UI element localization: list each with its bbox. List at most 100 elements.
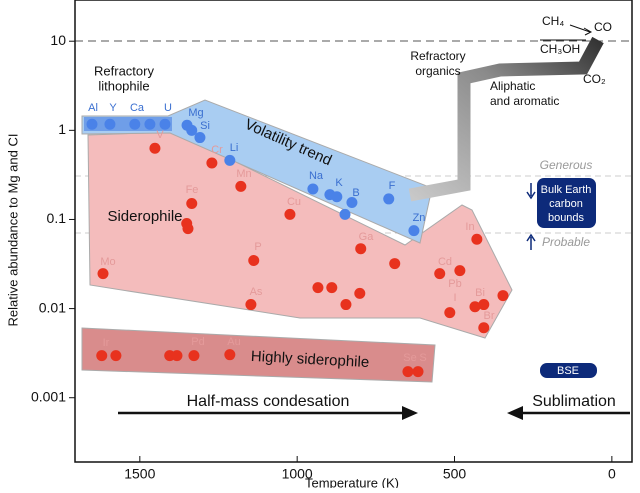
carbon-path: [408, 36, 604, 202]
element-label: As: [250, 286, 263, 298]
point: [307, 183, 319, 195]
annotation: carbon: [549, 198, 583, 210]
element-label: B: [352, 187, 359, 199]
element-label: Se: [403, 352, 416, 364]
point: [224, 154, 236, 166]
point: [110, 350, 122, 362]
point: [159, 118, 171, 130]
annotation: Siderophile: [107, 208, 182, 225]
arrow: [569, 24, 593, 36]
point: [186, 198, 198, 210]
element-label: Zn: [413, 212, 426, 224]
y-tick-label: 0.1: [47, 210, 67, 226]
annotation: CO: [594, 20, 612, 34]
element-label: Br: [484, 310, 495, 322]
annotation: organics: [415, 64, 460, 78]
annotation: CH₄: [542, 14, 564, 28]
annotation: CO₂: [583, 72, 606, 86]
element-label: Ir: [103, 337, 110, 349]
arrowhead: [402, 406, 418, 420]
element-label: P: [254, 241, 261, 253]
point: [182, 223, 194, 235]
element-label: Mo: [100, 256, 115, 268]
point: [129, 118, 141, 130]
point: [340, 299, 352, 311]
point: [144, 118, 156, 130]
x-axis-label: Temperature (K): [305, 475, 399, 488]
point: [408, 225, 420, 237]
point: [412, 366, 424, 378]
point: [331, 191, 343, 203]
annotation: Sublimation: [532, 393, 616, 410]
annotation: Highly siderophile: [250, 348, 369, 371]
point: [478, 299, 490, 311]
element-label: In: [465, 221, 474, 233]
annotation: Bulk Earth: [541, 184, 592, 196]
point: [383, 193, 395, 205]
highly-siderophile-region: [81, 327, 436, 383]
element-label: Cu: [287, 196, 301, 208]
element-label: Al: [88, 102, 98, 114]
point: [245, 299, 257, 311]
annotation: BSE: [557, 365, 579, 377]
element-label: Mn: [236, 168, 251, 180]
y-tick-label: 0.01: [39, 299, 66, 315]
annotation: Probable: [542, 235, 590, 249]
element-label: Fe: [186, 184, 199, 196]
element-label: V: [156, 129, 164, 141]
point: [471, 233, 483, 245]
point: [478, 322, 490, 334]
point: [248, 255, 260, 267]
element-label: S: [419, 352, 426, 364]
point: [434, 268, 446, 280]
bound-arrows: [526, 183, 536, 250]
element-label: Ca: [130, 102, 145, 114]
point: [402, 366, 414, 378]
annotation: Half-mass condesation: [187, 393, 350, 410]
y-tick-label: 10: [50, 32, 66, 48]
element-label: Li: [230, 142, 239, 154]
point: [96, 350, 108, 362]
point: [354, 287, 366, 299]
annotation: Aliphatic: [490, 79, 535, 93]
annotation: and aromatic: [490, 94, 559, 108]
element-label: I: [453, 292, 456, 304]
element-label: Y: [109, 102, 117, 114]
element-label: Cd: [438, 256, 452, 268]
element-label: Mg: [188, 107, 203, 119]
point: [186, 124, 198, 136]
arrowhead: [507, 406, 523, 420]
annotation: Generous: [540, 158, 593, 172]
x-tick-label: 500: [443, 466, 467, 482]
point: [194, 132, 206, 144]
point: [389, 258, 401, 270]
point: [312, 282, 324, 294]
annotation: Refractory: [410, 49, 465, 63]
point: [97, 268, 109, 280]
annotation: lithophile: [98, 78, 149, 93]
point: [454, 265, 466, 277]
point: [346, 197, 358, 209]
element-label: Au: [227, 336, 240, 348]
x-tick-label: 0: [608, 466, 616, 482]
element-label: K: [335, 177, 343, 189]
point: [224, 349, 236, 361]
element-label: Na: [309, 170, 324, 182]
bse-box: [540, 363, 597, 378]
element-label: Pb: [448, 278, 461, 290]
point: [469, 301, 481, 313]
point: [188, 350, 200, 362]
y-axis-label: Relative abundance to Mg and CI: [5, 134, 20, 327]
element-label: U: [164, 102, 172, 114]
element-label: Bi: [475, 287, 485, 299]
element-label: Pd: [191, 336, 204, 348]
point: [206, 157, 218, 169]
annotation: CH₃OH: [540, 42, 580, 56]
x-tick-label: 1000: [282, 466, 313, 482]
annotation: bounds: [548, 212, 585, 224]
point: [284, 208, 296, 220]
point: [104, 118, 116, 130]
bulk-earth-box: [537, 178, 596, 228]
x-tick-label: 1500: [124, 466, 155, 482]
